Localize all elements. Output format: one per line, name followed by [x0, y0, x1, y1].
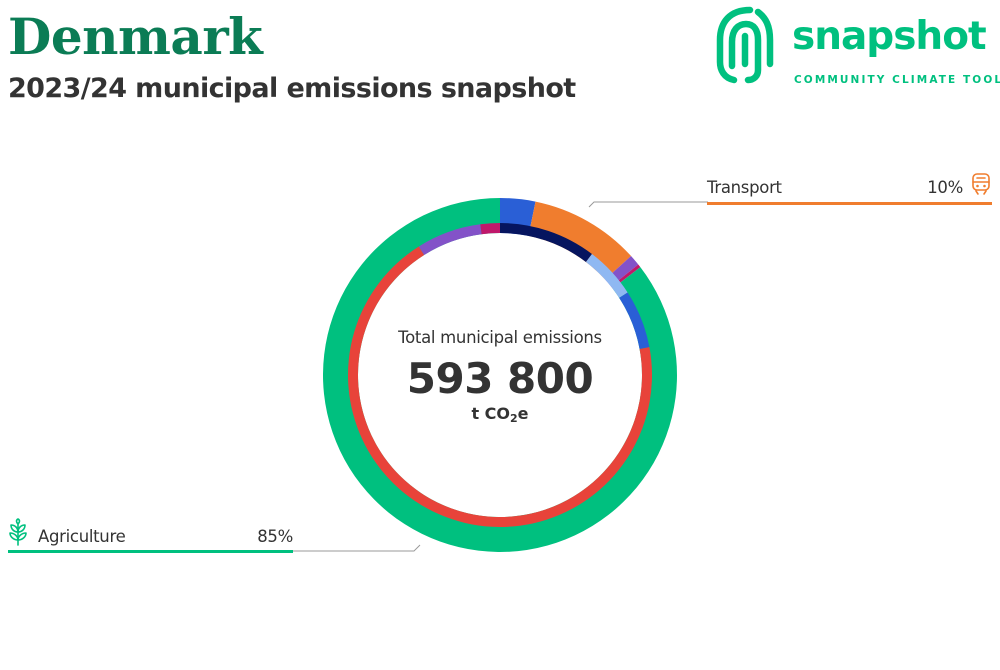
inner-slice-stationary-energy-1 — [585, 253, 628, 298]
transport-underline — [707, 202, 992, 205]
agriculture-underline — [8, 550, 293, 553]
unit-prefix: t CO — [471, 404, 511, 423]
snapshot-logo[interactable]: snapshot COMMUNITY CLIMATE TOOL — [714, 0, 1000, 92]
logo-tagline: COMMUNITY CLIMATE TOOL — [794, 74, 1000, 86]
transport-label: Transport — [707, 178, 782, 197]
inner-ring — [347, 223, 652, 528]
inner-slice-ippu-5 — [480, 223, 500, 235]
transport-leader-line — [588, 201, 708, 208]
total-caption: Total municipal emissions — [398, 328, 602, 347]
outer-slice-transport-1 — [528, 201, 632, 280]
plant-icon — [9, 518, 27, 546]
inner-slice-waste-4 — [418, 224, 482, 255]
unit-subscript: 2 — [510, 412, 518, 425]
fingerprint-icon — [716, 6, 774, 84]
agriculture-leader-line — [292, 544, 421, 552]
agriculture-label: Agriculture — [38, 527, 126, 546]
callout-leaders — [292, 201, 708, 552]
agriculture-percent: 85% — [257, 527, 293, 546]
transport-percent: 10% — [927, 178, 963, 197]
total-value: 593 800 — [406, 354, 594, 403]
page-subtitle: 2023/24 municipal emissions snapshot — [8, 73, 576, 104]
total-unit: t CO2e — [350, 403, 650, 430]
inner-slice-stationary-energy-2 — [619, 292, 650, 349]
inner-slice-stationary-energy-0 — [500, 223, 592, 262]
train-icon — [972, 173, 990, 195]
page-title: Denmark — [8, 7, 263, 66]
logo-wordmark: snapshot — [792, 14, 987, 59]
unit-suffix: e — [517, 404, 529, 423]
